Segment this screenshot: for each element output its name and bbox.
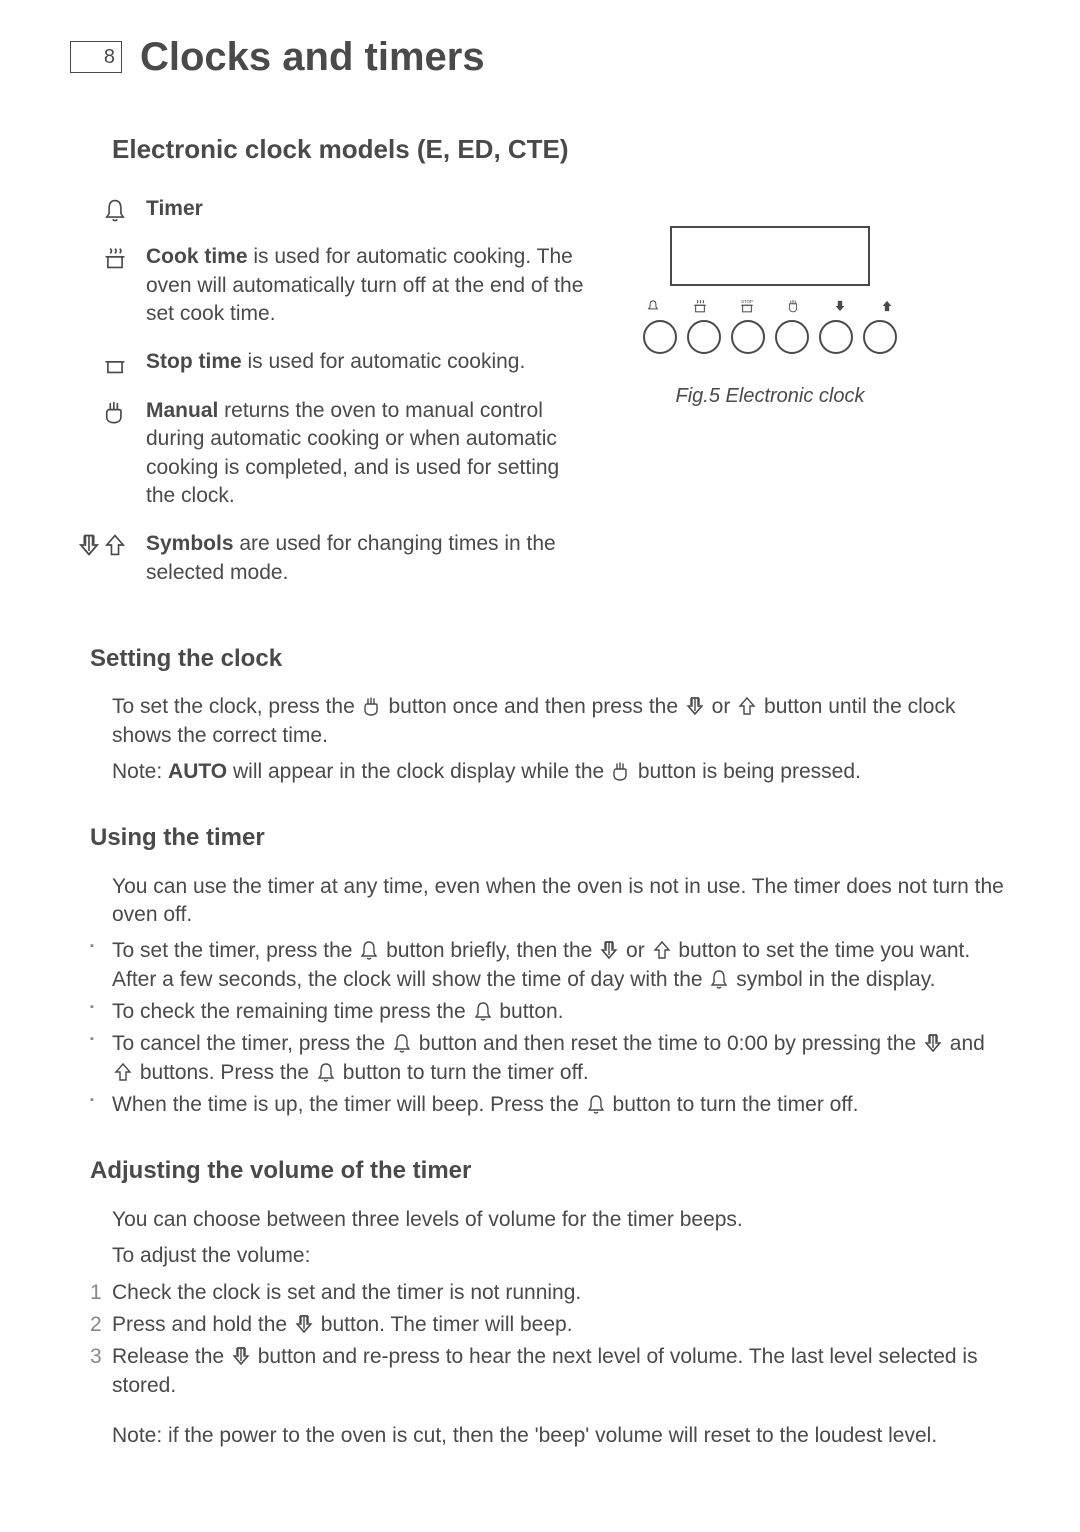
volume-note: Note: if the power to the oven is cut, t… bbox=[112, 1422, 1010, 1450]
volume-heading: Adjusting the volume of the timer bbox=[90, 1155, 1010, 1187]
bell-icon bbox=[585, 1093, 607, 1115]
setting-clock-note: Note: AUTO will appear in the clock disp… bbox=[112, 758, 1010, 786]
symbols-label: Symbols bbox=[146, 532, 234, 555]
setting-clock-text: To set the clock, press the button once … bbox=[112, 693, 1010, 750]
clock-knob bbox=[643, 320, 677, 354]
page-number: 8 bbox=[104, 44, 115, 71]
cooktime-label: Cook time bbox=[146, 245, 248, 268]
section-heading: Electronic clock models (E, ED, CTE) bbox=[112, 132, 1010, 167]
figure-caption: Fig.5 Electronic clock bbox=[620, 383, 920, 410]
clock-knob bbox=[775, 320, 809, 354]
panel-cook-icon bbox=[692, 298, 708, 314]
volume-intro1: You can choose between three levels of v… bbox=[112, 1206, 1010, 1234]
up-arrow-icon bbox=[651, 939, 673, 961]
volume-step: Release the button and re-press to hear … bbox=[90, 1343, 1010, 1400]
up-arrow-icon bbox=[112, 1061, 134, 1083]
clock-knob bbox=[687, 320, 721, 354]
timer-label: Timer bbox=[146, 197, 203, 220]
figure-electronic-clock: Fig.5 Electronic clock bbox=[620, 195, 920, 607]
volume-intro2: To adjust the volume: bbox=[112, 1242, 1010, 1270]
panel-bell-icon bbox=[645, 298, 661, 314]
page-title: Clocks and timers bbox=[140, 30, 485, 84]
down-arrow-icon bbox=[76, 532, 102, 558]
timer-bullet: To cancel the timer, press the button an… bbox=[90, 1030, 1010, 1087]
up-arrow-icon bbox=[736, 695, 758, 717]
cooktime-icon bbox=[102, 245, 128, 271]
bell-icon bbox=[391, 1032, 413, 1054]
panel-up-icon bbox=[879, 298, 895, 314]
volume-step: Press and hold the button. The timer wil… bbox=[90, 1311, 1010, 1339]
timer-bullet: To set the timer, press the button brief… bbox=[90, 937, 1010, 994]
manual-label: Manual bbox=[146, 399, 218, 422]
page-number-box: 8 bbox=[70, 41, 122, 73]
stoptime-label: Stop time bbox=[146, 350, 242, 373]
bell-icon bbox=[315, 1061, 337, 1083]
timer-bullet: When the time is up, the timer will beep… bbox=[90, 1091, 1010, 1119]
clock-knob bbox=[819, 320, 853, 354]
bell-icon bbox=[358, 939, 380, 961]
using-timer-heading: Using the timer bbox=[90, 822, 1010, 854]
stoptime-text: is used for automatic cooking. bbox=[242, 350, 526, 373]
bell-icon bbox=[472, 1000, 494, 1022]
clock-display-box bbox=[670, 226, 870, 286]
panel-stop-icon bbox=[739, 298, 755, 314]
page-header: 8 Clocks and timers bbox=[70, 30, 1010, 84]
hand-icon bbox=[610, 760, 632, 782]
clock-knob bbox=[731, 320, 765, 354]
bell-icon bbox=[708, 968, 730, 990]
panel-down-icon bbox=[832, 298, 848, 314]
bell-icon bbox=[102, 197, 128, 223]
down-arrow-icon bbox=[684, 695, 706, 717]
manual-icon bbox=[102, 399, 128, 425]
timer-bullet: To check the remaining time press the bu… bbox=[90, 998, 1010, 1026]
up-arrow-icon bbox=[102, 532, 128, 558]
hand-icon bbox=[361, 695, 383, 717]
clock-knob bbox=[863, 320, 897, 354]
down-arrow-icon bbox=[922, 1032, 944, 1054]
stoptime-icon bbox=[102, 350, 128, 376]
volume-step: Check the clock is set and the timer is … bbox=[90, 1279, 1010, 1307]
down-arrow-icon bbox=[598, 939, 620, 961]
down-arrow-icon bbox=[230, 1345, 252, 1367]
using-timer-intro: You can use the timer at any time, even … bbox=[112, 873, 1010, 930]
setting-clock-heading: Setting the clock bbox=[90, 643, 1010, 675]
panel-hand-icon bbox=[785, 298, 801, 314]
down-arrow-icon bbox=[293, 1313, 315, 1335]
